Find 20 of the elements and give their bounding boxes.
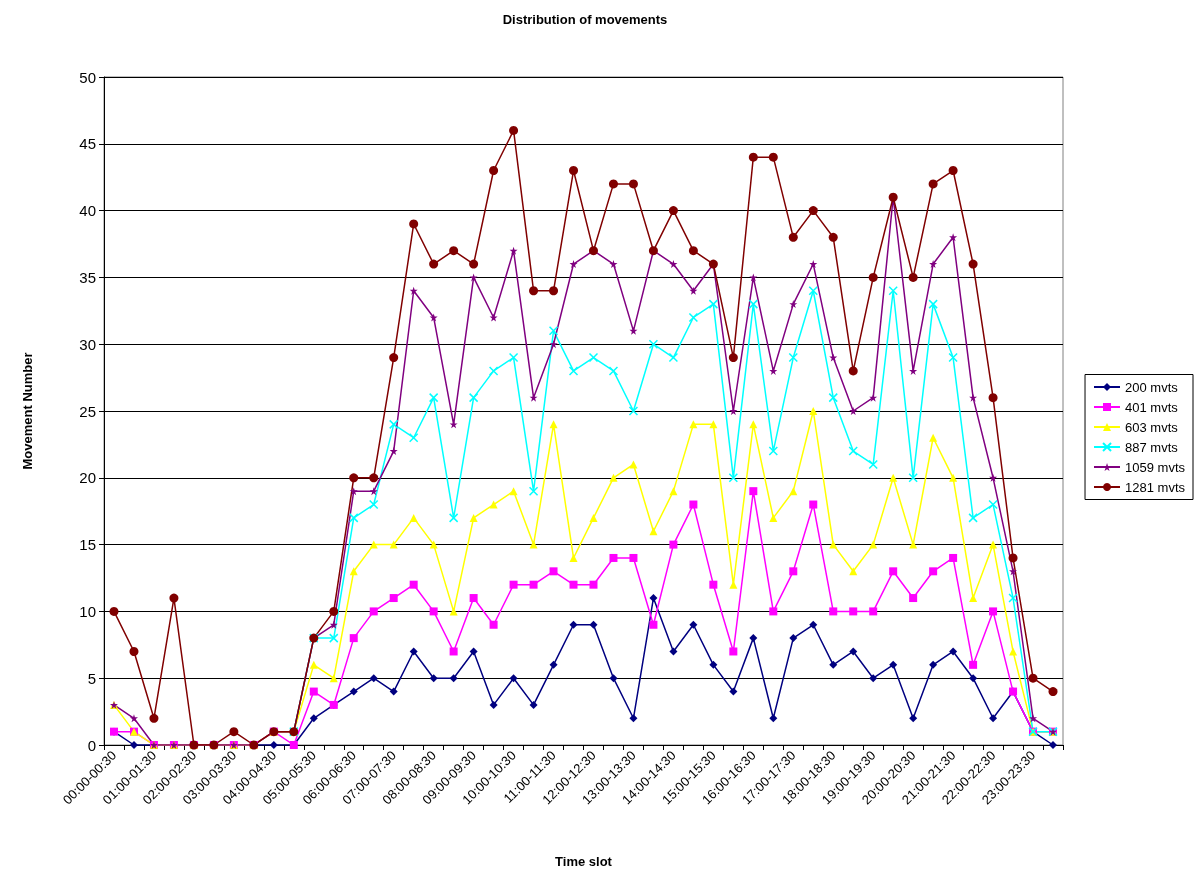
- y-tick-label: 20: [79, 469, 96, 487]
- y-tick-label: 5: [87, 669, 96, 687]
- y-tick-label: 15: [79, 536, 96, 554]
- legend-label: 1281 mvts: [1125, 479, 1186, 495]
- y-tick-label: 10: [79, 602, 96, 620]
- legend-label: 603 mvts: [1125, 419, 1179, 435]
- y-tick-label: 25: [79, 402, 96, 420]
- legend-label: 887 mvts: [1125, 439, 1179, 455]
- y-axis-title: Movement Number: [20, 352, 35, 470]
- legend-label: 1059 mvts: [1125, 459, 1186, 475]
- chart-title: Distribution of movements: [502, 12, 668, 27]
- legend-label: 401 mvts: [1125, 399, 1179, 415]
- legend-label: 200 mvts: [1125, 379, 1179, 395]
- y-tick-label: 40: [79, 202, 96, 220]
- y-tick-label: 0: [87, 736, 96, 754]
- y-tick-label: 45: [79, 135, 96, 153]
- y-tick-label: 35: [79, 268, 96, 286]
- y-tick-label: 30: [79, 335, 96, 353]
- y-tick-label: 50: [79, 68, 96, 86]
- x-axis-title: Time slot: [555, 854, 613, 869]
